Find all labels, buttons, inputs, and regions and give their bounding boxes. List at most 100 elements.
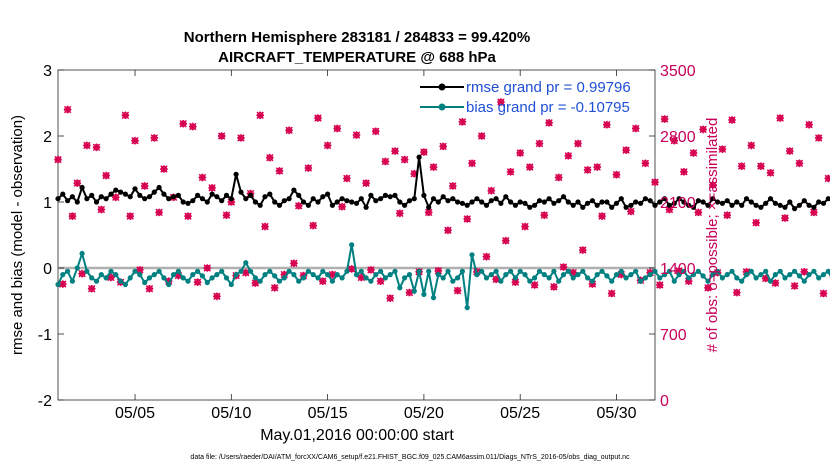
obs-count-point xyxy=(448,182,457,190)
bias-point xyxy=(108,268,114,274)
obs-assimilated-marker xyxy=(771,279,780,287)
y-left-tick-label: 1 xyxy=(43,195,52,212)
bias-point xyxy=(228,281,234,288)
bias-point xyxy=(315,275,321,281)
obs-count-point xyxy=(420,148,428,156)
bias-point xyxy=(406,272,413,278)
rmse-point xyxy=(339,196,345,202)
obs-count-point xyxy=(550,283,558,291)
rmse-point xyxy=(315,199,321,205)
obs-count-point xyxy=(545,119,553,127)
obs-assimilated-marker xyxy=(323,141,332,150)
obs-assimilated-marker xyxy=(222,211,231,219)
obs-assimilated-marker xyxy=(530,281,539,289)
obs-assimilated-marker xyxy=(651,178,659,186)
obs-assimilated-marker xyxy=(237,134,245,142)
obs-assimilated-marker xyxy=(439,142,447,151)
obs-count-point xyxy=(400,155,409,164)
obs-count-point xyxy=(362,179,370,187)
obs-count-point xyxy=(506,168,515,176)
bias-point xyxy=(339,275,345,281)
rmse-point xyxy=(175,192,181,198)
rmse-point xyxy=(209,191,215,197)
bias-point xyxy=(551,268,557,274)
rmse-point xyxy=(257,202,263,208)
rmse-point xyxy=(382,192,388,198)
obs-count-point xyxy=(578,246,587,254)
obs-assimilated-marker xyxy=(540,211,549,219)
obs-count-point xyxy=(574,139,582,148)
obs-assimilated-marker xyxy=(217,132,226,140)
obs-assimilated-marker xyxy=(670,136,679,145)
obs-assimilated-marker xyxy=(708,181,717,189)
obs-count-point xyxy=(121,111,130,120)
bias-point xyxy=(166,281,172,288)
obs-assimilated-marker xyxy=(83,141,91,150)
rmse-point xyxy=(527,204,533,210)
chart-title-line1: Northern Hemisphere 283181 / 284833 = 99… xyxy=(184,29,530,46)
obs-assimilated-marker xyxy=(275,167,284,175)
obs-assimilated-marker xyxy=(160,165,168,173)
rmse-point xyxy=(108,191,114,197)
obs-assimilated-marker xyxy=(521,222,529,231)
y-left-tick-label: -2 xyxy=(38,393,52,410)
rmse-point xyxy=(445,198,451,204)
bias-point xyxy=(98,272,104,278)
bias-point xyxy=(483,275,490,281)
obs-assimilated-marker xyxy=(824,174,830,183)
rmse-point xyxy=(392,192,398,198)
x-tick-label: 05/20 xyxy=(404,405,444,422)
obs-assimilated-marker xyxy=(737,162,746,170)
bias-point xyxy=(580,268,586,274)
obs-count-point xyxy=(266,153,274,162)
obs-assimilated-marker xyxy=(347,265,356,273)
rmse-point xyxy=(825,196,830,202)
obs-count-point xyxy=(526,163,534,171)
obs-assimilated-marker xyxy=(189,122,197,131)
rmse-point xyxy=(633,199,639,205)
y-right-axis-label: # of obs: o=possible; ×=assimilated xyxy=(704,118,721,353)
obs-count-point xyxy=(482,252,491,261)
bias-point xyxy=(782,275,788,281)
bias-point xyxy=(719,275,726,281)
rmse-point xyxy=(296,192,302,198)
obs-assimilated-marker xyxy=(309,221,317,230)
plot-area: 05/05 05/10 05/15 05/20 05/25 05/30 3 2 1 0 -1 -2 35… xyxy=(38,63,830,422)
obs-count-point xyxy=(458,118,467,126)
bias-point xyxy=(820,272,827,278)
rmse-point xyxy=(739,202,745,208)
obs-assimilated-marker xyxy=(371,127,380,136)
bias-point xyxy=(455,275,461,281)
rmse-point xyxy=(74,199,80,205)
obs-count-point xyxy=(554,173,563,182)
bias-point xyxy=(772,272,779,278)
rmse-point xyxy=(310,196,316,202)
obs-assimilated-marker xyxy=(631,124,640,133)
obs-count-point xyxy=(704,284,712,292)
bias-point xyxy=(474,272,480,278)
bias-point xyxy=(363,275,369,281)
obs-assimilated-marker xyxy=(391,147,399,155)
rmse-point xyxy=(782,204,788,210)
obs-assimilated-marker xyxy=(420,148,428,156)
rmse-point xyxy=(479,199,485,205)
rmse-point xyxy=(474,196,480,202)
obs-assimilated-marker xyxy=(800,267,809,276)
bias-point xyxy=(604,273,610,279)
bias-point xyxy=(238,268,244,274)
rmse-point xyxy=(219,198,225,204)
rmse-point xyxy=(166,196,172,202)
bias-point xyxy=(334,272,340,278)
obs-count-point xyxy=(290,259,298,268)
rmse-point xyxy=(594,202,600,208)
bias-point xyxy=(170,272,177,278)
obs-count-point xyxy=(203,264,212,272)
x-tick-label: 05/30 xyxy=(596,405,636,422)
bias-point xyxy=(623,275,629,281)
obs-assimilated-marker xyxy=(627,207,635,216)
rmse-point xyxy=(613,200,620,206)
bias-point xyxy=(536,268,543,274)
obs-count-point xyxy=(757,162,765,170)
bias-point xyxy=(199,273,205,279)
obs-assimilated-marker xyxy=(814,134,823,142)
